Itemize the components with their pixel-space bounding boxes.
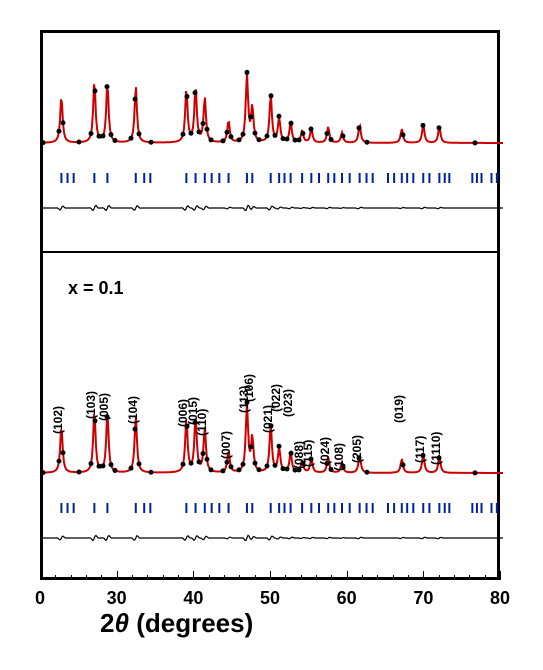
panel-top-svg	[43, 33, 503, 253]
xtick-minor	[331, 575, 332, 580]
hkl-label: (023)	[281, 389, 295, 417]
xtick-label: 80	[490, 588, 510, 609]
xtick-minor	[209, 575, 210, 580]
xtick-minor	[86, 575, 87, 580]
xlabel-prefix: 2	[100, 608, 114, 638]
xtick-minor	[132, 575, 133, 580]
xtick-minor	[377, 575, 378, 580]
xtick-minor	[163, 575, 164, 580]
xtick-label: 0	[35, 588, 45, 609]
panel-top	[43, 33, 497, 253]
hkl-label: (005)	[97, 393, 111, 421]
xtick-minor	[393, 575, 394, 580]
xtick-minor	[55, 575, 56, 580]
xtick-minor	[178, 575, 179, 580]
bragg-ticks	[61, 173, 496, 183]
hkl-label: (102)	[51, 406, 65, 434]
plot-area: x = 0.1 (102)(103)(005)(104)(006)(015)(1…	[40, 30, 500, 580]
xtick-label: 70	[413, 588, 433, 609]
xtick-minor	[285, 575, 286, 580]
hkl-label: (019)	[392, 395, 406, 423]
hkl-label: (115)	[301, 440, 315, 467]
hkl-label: (205)	[350, 435, 364, 463]
hkl-label: (117)	[413, 436, 427, 463]
xtick-label: 40	[183, 588, 203, 609]
difference-line	[43, 205, 503, 210]
hkl-label: (024)	[318, 437, 332, 465]
x-axis-label: 2θ (degrees)	[40, 608, 500, 639]
hkl-label: (108)	[332, 443, 346, 471]
xtick-major	[500, 571, 501, 580]
hkl-label: (007)	[219, 431, 233, 459]
xtick-minor	[485, 575, 486, 580]
panel-bottom: x = 0.1 (102)(103)(005)(104)(006)(015)(1…	[43, 253, 497, 583]
xtick-label: 60	[337, 588, 357, 609]
hkl-label: (104)	[126, 396, 140, 424]
bragg-ticks	[61, 503, 496, 513]
xtick-minor	[224, 575, 225, 580]
difference-line	[43, 535, 503, 540]
xtick-label: 30	[107, 588, 127, 609]
xtick-major	[347, 571, 348, 580]
xtick-minor	[147, 575, 148, 580]
xlabel-suffix: (degrees)	[129, 608, 253, 638]
hkl-label: (110)	[195, 409, 209, 436]
hkl-label: (106)	[242, 374, 256, 402]
xtick-minor	[301, 575, 302, 580]
xtick-major	[193, 571, 194, 580]
xtick-minor	[101, 575, 102, 580]
xtick-minor	[469, 575, 470, 580]
xtick-major	[117, 571, 118, 580]
xtick-minor	[454, 575, 455, 580]
xtick-minor	[71, 575, 72, 580]
xtick-major	[423, 571, 424, 580]
xtick-minor	[255, 575, 256, 580]
hkl-label: (1110)	[429, 432, 443, 465]
xtick-minor	[239, 575, 240, 580]
xrd-chart: x = 0.1 (102)(103)(005)(104)(006)(015)(1…	[0, 0, 543, 670]
xtick-major	[270, 571, 271, 580]
x-axis-ticks: 0304050607080	[40, 580, 500, 600]
xtick-minor	[362, 575, 363, 580]
xtick-minor	[316, 575, 317, 580]
xtick-minor	[439, 575, 440, 580]
xtick-label: 50	[260, 588, 280, 609]
xtick-minor	[408, 575, 409, 580]
xtick-major	[40, 571, 41, 580]
xlabel-theta: θ	[114, 608, 129, 638]
